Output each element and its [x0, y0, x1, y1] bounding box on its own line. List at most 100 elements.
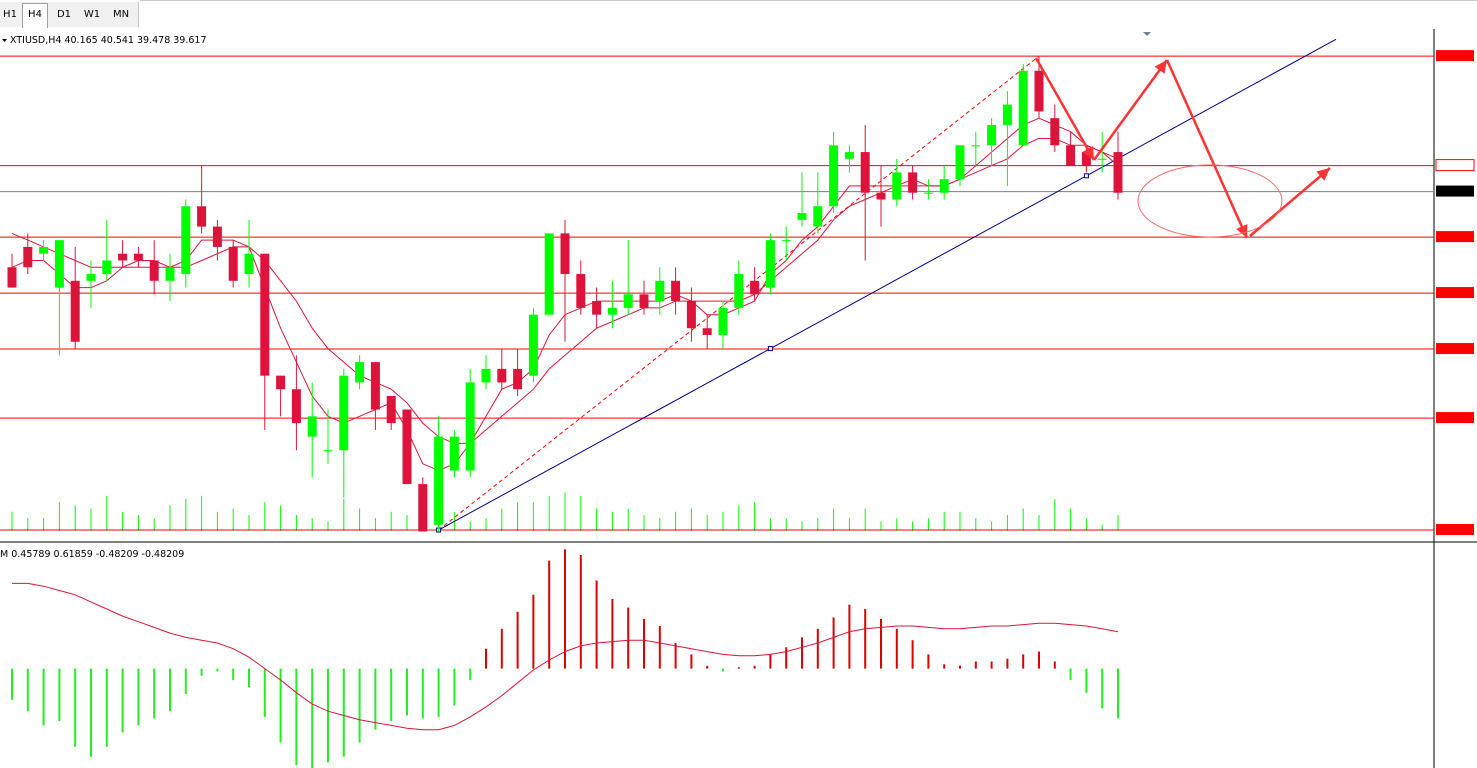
candle-body — [623, 294, 633, 308]
candle-body — [955, 145, 965, 180]
forecast-arrow-up-2-head — [1316, 168, 1330, 181]
price-axis — [1435, 50, 1475, 536]
candle-body — [54, 240, 64, 288]
price-tag — [1436, 412, 1474, 424]
candle-body — [497, 368, 507, 383]
symbol-info: XTIUSD,H4 40.165 40.541 39.478 39.617 — [10, 35, 207, 46]
tab-h4[interactable]: H4 — [22, 3, 48, 28]
candle-body — [876, 192, 886, 200]
signal-line — [12, 582, 1119, 731]
candle-body — [1066, 145, 1076, 166]
tab-w1[interactable]: W1 — [83, 9, 101, 20]
symbol-marker-icon — [2, 39, 7, 42]
candle-body — [449, 436, 459, 471]
candle-body — [1018, 70, 1028, 146]
ma-slow-line — [11, 138, 1119, 444]
candle-body — [86, 274, 96, 281]
candle-body — [671, 280, 681, 302]
forecast-annotations — [1034, 57, 1331, 239]
oscillator-info: M 0.45789 0.61859 -0.48209 -0.48209 — [0, 549, 184, 560]
candle-body — [418, 484, 428, 532]
price-tag — [1436, 524, 1474, 536]
candle-body — [276, 375, 286, 390]
fibonacci-anchor-line — [438, 55, 1040, 531]
candle-body — [118, 253, 128, 261]
price-tag — [1436, 287, 1474, 299]
toolbar-border — [140, 0, 1477, 1]
candle-body — [560, 233, 570, 275]
candle-body — [228, 246, 238, 281]
candlesticks — [7, 57, 1123, 532]
forecast-arrow-down-2-head — [1236, 224, 1248, 238]
candle-body — [607, 307, 617, 315]
candle-body — [212, 226, 222, 247]
candle-body — [908, 172, 918, 193]
price-tag-40 — [1435, 159, 1475, 172]
candle-body — [133, 253, 143, 261]
candle-body — [513, 368, 523, 390]
trend-line — [438, 38, 1337, 531]
tab-h1[interactable]: H1 — [3, 9, 17, 20]
price-tag — [1436, 231, 1474, 243]
candle-body — [813, 206, 823, 227]
candle-body — [1097, 158, 1107, 160]
candle-body — [197, 206, 207, 227]
candle-body — [702, 328, 712, 336]
forecast-arrow-down-1 — [1034, 57, 1096, 161]
candle-body — [1050, 118, 1060, 146]
candle-body — [639, 294, 649, 308]
drawings — [436, 32, 1337, 533]
fibonacci-levels — [0, 55, 1434, 531]
candle-body — [355, 362, 365, 383]
candle-body — [923, 192, 933, 194]
candle-body — [1081, 152, 1091, 166]
timeframe-tabstrip: H1 H4 D1 W1 MN — [0, 2, 139, 28]
shift-marker-icon — [1143, 32, 1151, 36]
forecast-arrow-up-1-head — [1154, 60, 1167, 74]
candle-body — [781, 240, 791, 242]
candle-body — [70, 280, 80, 342]
forecast-arrow-up-1 — [1092, 59, 1169, 161]
candle-body — [370, 362, 380, 410]
candle-body — [244, 253, 254, 275]
target-zone-ellipse — [1137, 164, 1283, 238]
forecast-arrow-down-1-head — [1082, 146, 1094, 160]
candle-body — [181, 206, 191, 275]
candle-body — [434, 436, 444, 525]
price-tag — [1436, 50, 1474, 62]
candle-body — [7, 267, 17, 288]
candle-body — [102, 260, 112, 275]
candle-body — [860, 152, 870, 193]
candle-body — [892, 172, 902, 200]
candle-body — [592, 301, 602, 315]
tab-mn[interactable]: MN — [112, 9, 130, 20]
candle-body — [576, 274, 586, 308]
candle-body — [1113, 152, 1123, 193]
candle-body — [829, 145, 839, 207]
candle-body — [339, 375, 349, 451]
timeframe-toolbar: H1 H4 D1 W1 MN — [0, 0, 1477, 29]
volume-bars — [11, 492, 1119, 531]
candle-body — [149, 260, 159, 281]
candle-body — [734, 274, 744, 308]
candle-body — [844, 152, 854, 159]
candle-body — [718, 307, 728, 336]
candle-body — [655, 280, 665, 302]
candle-body — [291, 389, 301, 424]
candle-body — [481, 368, 491, 383]
candle-body — [260, 253, 270, 376]
price-chart[interactable]: XTIUSD,H4 40.165 40.541 39.478 39.617 M … — [0, 29, 1477, 768]
candle-body — [307, 416, 317, 437]
candle-body — [386, 395, 396, 424]
trend-line-anchor — [1083, 173, 1089, 179]
candle-body — [23, 246, 33, 268]
candle-body — [544, 233, 554, 315]
candle-body — [686, 301, 696, 329]
candle-body — [750, 280, 760, 295]
candle-body — [1002, 104, 1012, 125]
candle-body — [971, 145, 981, 147]
candle-body — [797, 213, 807, 220]
oscillator-panel — [11, 549, 1119, 768]
tab-d1[interactable]: D1 — [56, 9, 72, 20]
candle-body — [765, 240, 775, 288]
